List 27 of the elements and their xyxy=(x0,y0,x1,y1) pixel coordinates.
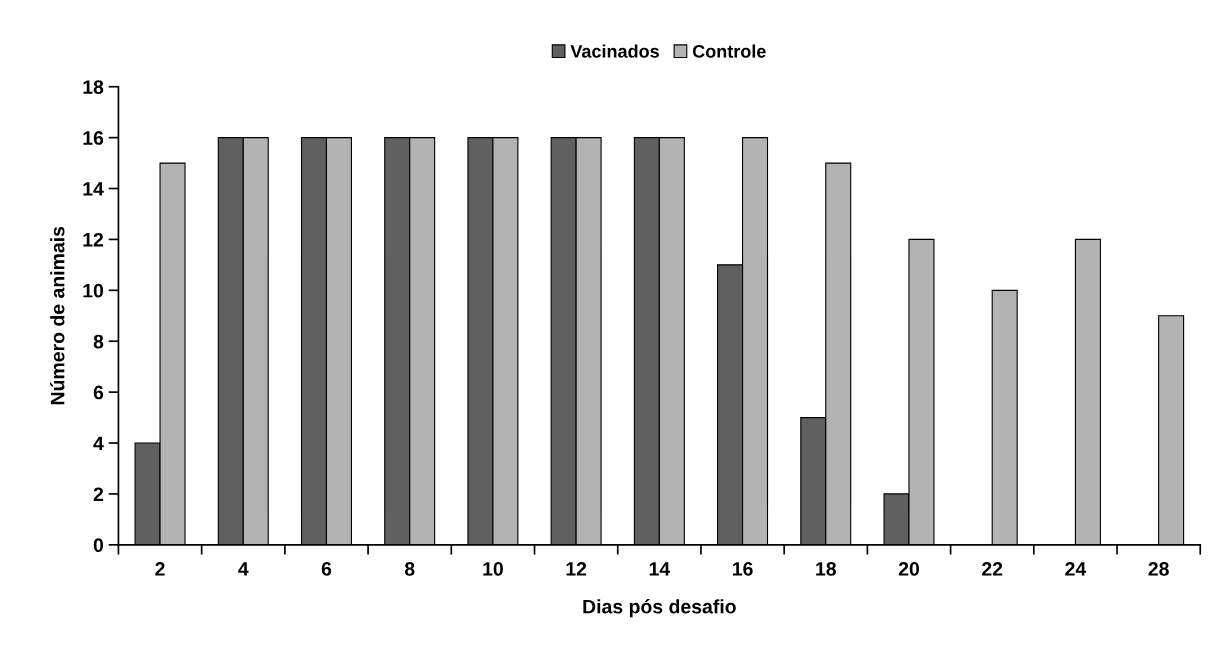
legend-label: Controle xyxy=(692,44,766,58)
x-tick-label: 14 xyxy=(649,562,671,576)
x-tick-label: 28 xyxy=(1148,562,1169,576)
x-tick-label: 8 xyxy=(404,562,415,576)
y-tick-label: 12 xyxy=(83,232,104,247)
x-tick-label: 2 xyxy=(155,562,165,576)
y-tick-label: 4 xyxy=(93,436,104,451)
x-tick-label: 6 xyxy=(321,562,332,576)
y-tick-label: 14 xyxy=(83,182,104,196)
x-tick-label: 10 xyxy=(483,562,503,576)
y-tick-label: 18 xyxy=(83,80,104,94)
x-tick-label: 16 xyxy=(732,562,753,576)
y-tick-label: 0 xyxy=(93,538,104,553)
y-axis-title: Número de animais xyxy=(50,226,65,405)
y-tick-label: 2 xyxy=(93,487,104,501)
x-tick-label: 18 xyxy=(816,562,836,576)
y-tick-label: 10 xyxy=(83,283,104,298)
y-tick-label: 16 xyxy=(83,131,104,145)
x-tick-label: 24 xyxy=(1065,562,1087,576)
y-tick-label: 6 xyxy=(93,385,104,400)
y-tick-label: 8 xyxy=(93,334,104,349)
x-axis-title: Dias pós desafio xyxy=(583,599,736,618)
x-tick-label: 22 xyxy=(982,562,1003,576)
x-tick-label: 4 xyxy=(238,562,249,576)
legend-label: Vacinados xyxy=(570,44,659,58)
x-tick-label: 12 xyxy=(566,562,587,576)
x-tick-label: 20 xyxy=(898,562,920,576)
